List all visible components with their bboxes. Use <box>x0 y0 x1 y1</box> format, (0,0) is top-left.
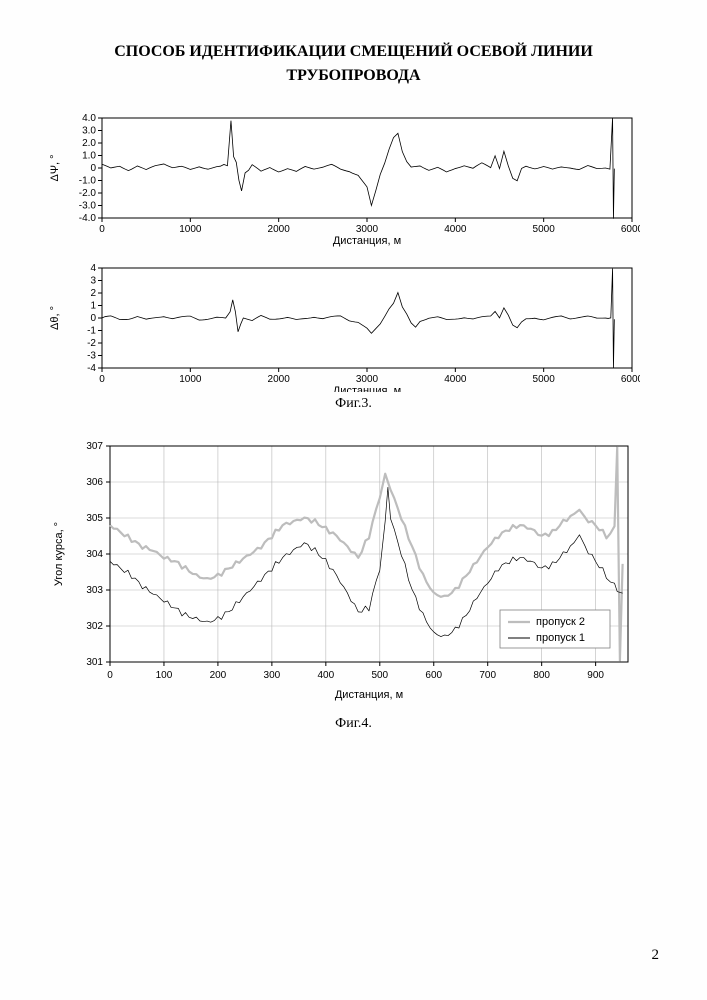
svg-text:2.0: 2.0 <box>82 138 96 149</box>
svg-text:304: 304 <box>86 549 103 560</box>
svg-text:3: 3 <box>90 276 96 287</box>
svg-text:1000: 1000 <box>179 224 202 235</box>
page-number: 2 <box>652 947 660 964</box>
svg-text:2000: 2000 <box>268 224 291 235</box>
svg-text:0: 0 <box>90 163 96 174</box>
svg-text:3.0: 3.0 <box>82 126 96 137</box>
svg-text:-2.0: -2.0 <box>79 188 97 199</box>
svg-text:-3: -3 <box>87 351 96 362</box>
svg-text:Дистанция, м: Дистанция, м <box>335 689 403 701</box>
svg-text:600: 600 <box>425 670 442 681</box>
svg-text:305: 305 <box>86 513 103 524</box>
fig3-svg: -4.0-3.0-2.0-1.001.02.03.04.0ΔΨ, °010002… <box>40 112 640 392</box>
svg-text:3000: 3000 <box>356 224 379 235</box>
svg-text:4000: 4000 <box>444 224 467 235</box>
svg-text:ΔΨ, °: ΔΨ, ° <box>49 154 61 181</box>
svg-text:Дистанция, м: Дистанция, м <box>333 385 401 392</box>
svg-text:Угол курса, °: Угол курса, ° <box>53 522 65 586</box>
fig4-svg: 301 302 303 304 305 306 307 0 100 200 300 400 500 600… <box>40 432 640 712</box>
svg-text:1.0: 1.0 <box>82 151 96 162</box>
svg-text:-2: -2 <box>87 338 96 349</box>
title-line1: СПОСОБ ИДЕНТИФИКАЦИИ СМЕЩЕНИЙ ОСЕВОЙ ЛИН… <box>114 43 593 60</box>
svg-text:0: 0 <box>99 374 105 385</box>
svg-text:Дистанция, м: Дистанция, м <box>333 235 401 247</box>
svg-text:0: 0 <box>107 670 113 681</box>
svg-text:4.0: 4.0 <box>82 113 96 124</box>
svg-text:200: 200 <box>210 670 227 681</box>
figure-3: -4.0-3.0-2.0-1.001.02.03.04.0ΔΨ, °010002… <box>40 112 667 412</box>
svg-text:-4: -4 <box>87 363 96 374</box>
svg-text:5000: 5000 <box>533 224 556 235</box>
svg-text:400: 400 <box>317 670 334 681</box>
svg-text:6000: 6000 <box>621 224 640 235</box>
svg-text:5000: 5000 <box>533 374 556 385</box>
svg-text:Δθ, °: Δθ, ° <box>49 306 61 330</box>
svg-text:700: 700 <box>479 670 496 681</box>
svg-text:3000: 3000 <box>356 374 379 385</box>
svg-text:пропуск 1: пропуск 1 <box>536 632 585 644</box>
svg-text:2000: 2000 <box>268 374 291 385</box>
figure-4: 301 302 303 304 305 306 307 0 100 200 300 400 500 600… <box>40 432 667 732</box>
svg-text:900: 900 <box>587 670 604 681</box>
svg-text:306: 306 <box>86 477 103 488</box>
svg-text:1: 1 <box>90 301 96 312</box>
svg-text:-4.0: -4.0 <box>79 213 97 224</box>
fig4-caption: Фиг.4. <box>40 716 667 732</box>
fig3-caption: Фиг.3. <box>40 396 667 412</box>
svg-text:6000: 6000 <box>621 374 640 385</box>
svg-text:2: 2 <box>90 288 96 299</box>
svg-text:4: 4 <box>90 263 96 274</box>
svg-text:300: 300 <box>264 670 281 681</box>
page-title: СПОСОБ ИДЕНТИФИКАЦИИ СМЕЩЕНИЙ ОСЕВОЙ ЛИН… <box>40 40 667 88</box>
svg-text:100: 100 <box>156 670 173 681</box>
svg-text:пропуск 2: пропуск 2 <box>536 616 585 628</box>
svg-text:4000: 4000 <box>444 374 467 385</box>
svg-text:303: 303 <box>86 585 103 596</box>
svg-text:800: 800 <box>533 670 550 681</box>
svg-text:307: 307 <box>86 441 103 452</box>
svg-text:500: 500 <box>371 670 388 681</box>
svg-text:0: 0 <box>99 224 105 235</box>
svg-text:-1.0: -1.0 <box>79 176 97 187</box>
svg-text:-1: -1 <box>87 326 96 337</box>
svg-text:302: 302 <box>86 621 103 632</box>
svg-text:-3.0: -3.0 <box>79 201 97 212</box>
svg-text:301: 301 <box>86 657 103 668</box>
title-line2: ТРУБОПРОВОДА <box>286 67 420 84</box>
svg-text:0: 0 <box>90 313 96 324</box>
svg-text:1000: 1000 <box>179 374 202 385</box>
